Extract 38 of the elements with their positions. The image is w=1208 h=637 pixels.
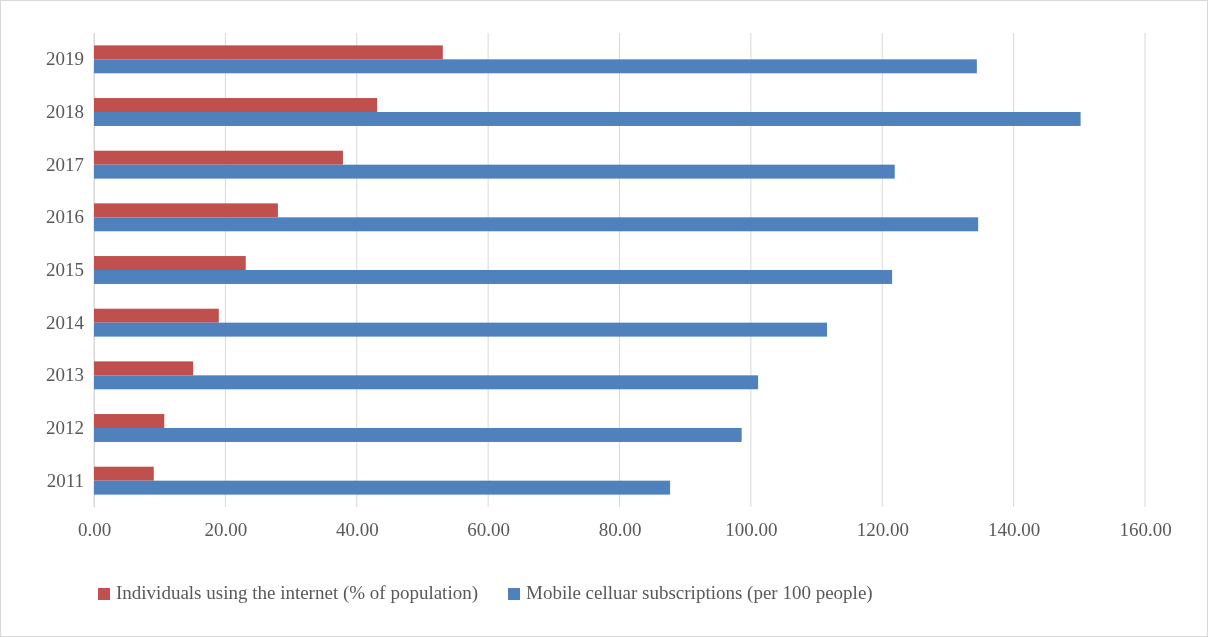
bar xyxy=(94,480,671,495)
x-tick-label: 120.00 xyxy=(856,519,909,541)
y-tick-label: 2011 xyxy=(46,469,84,491)
legend-label: Mobile celluar subscriptions (per 100 people) xyxy=(525,582,873,604)
x-tick-label: 100.00 xyxy=(725,519,778,541)
bar xyxy=(94,112,1081,126)
y-tick-label: 2012 xyxy=(46,417,84,439)
bar xyxy=(94,150,343,165)
bar xyxy=(94,98,378,112)
x-tick-label: 0.00 xyxy=(77,519,112,541)
bar xyxy=(94,217,979,232)
x-tick-label: 140.00 xyxy=(988,519,1041,541)
bar xyxy=(94,466,154,481)
bar xyxy=(94,270,893,284)
bar xyxy=(94,414,165,428)
x-tick-label: 160.00 xyxy=(1119,519,1172,541)
y-tick-label: 2017 xyxy=(46,153,84,175)
bar xyxy=(94,164,895,179)
y-tick-label: 2014 xyxy=(46,311,85,333)
legend-label: Individuals using the internet (% of population) xyxy=(116,582,478,604)
bar xyxy=(94,256,246,270)
y-tick-label: 2018 xyxy=(46,101,84,123)
bar xyxy=(94,45,443,60)
y-tick-label: 2013 xyxy=(46,364,84,386)
y-tick-label: 2019 xyxy=(46,48,84,70)
y-tick-label: 2015 xyxy=(46,259,84,281)
bar xyxy=(94,375,759,390)
x-tick-label: 60.00 xyxy=(467,519,510,541)
bar xyxy=(94,322,828,337)
bar xyxy=(94,203,278,218)
bar xyxy=(94,361,194,376)
x-tick-label: 20.00 xyxy=(204,519,248,541)
x-tick-label: 80.00 xyxy=(598,519,642,541)
y-tick-label: 2016 xyxy=(46,206,84,228)
bar xyxy=(94,308,219,323)
bar xyxy=(94,428,742,442)
bar xyxy=(94,59,977,74)
x-tick-label: 40.00 xyxy=(335,519,379,541)
